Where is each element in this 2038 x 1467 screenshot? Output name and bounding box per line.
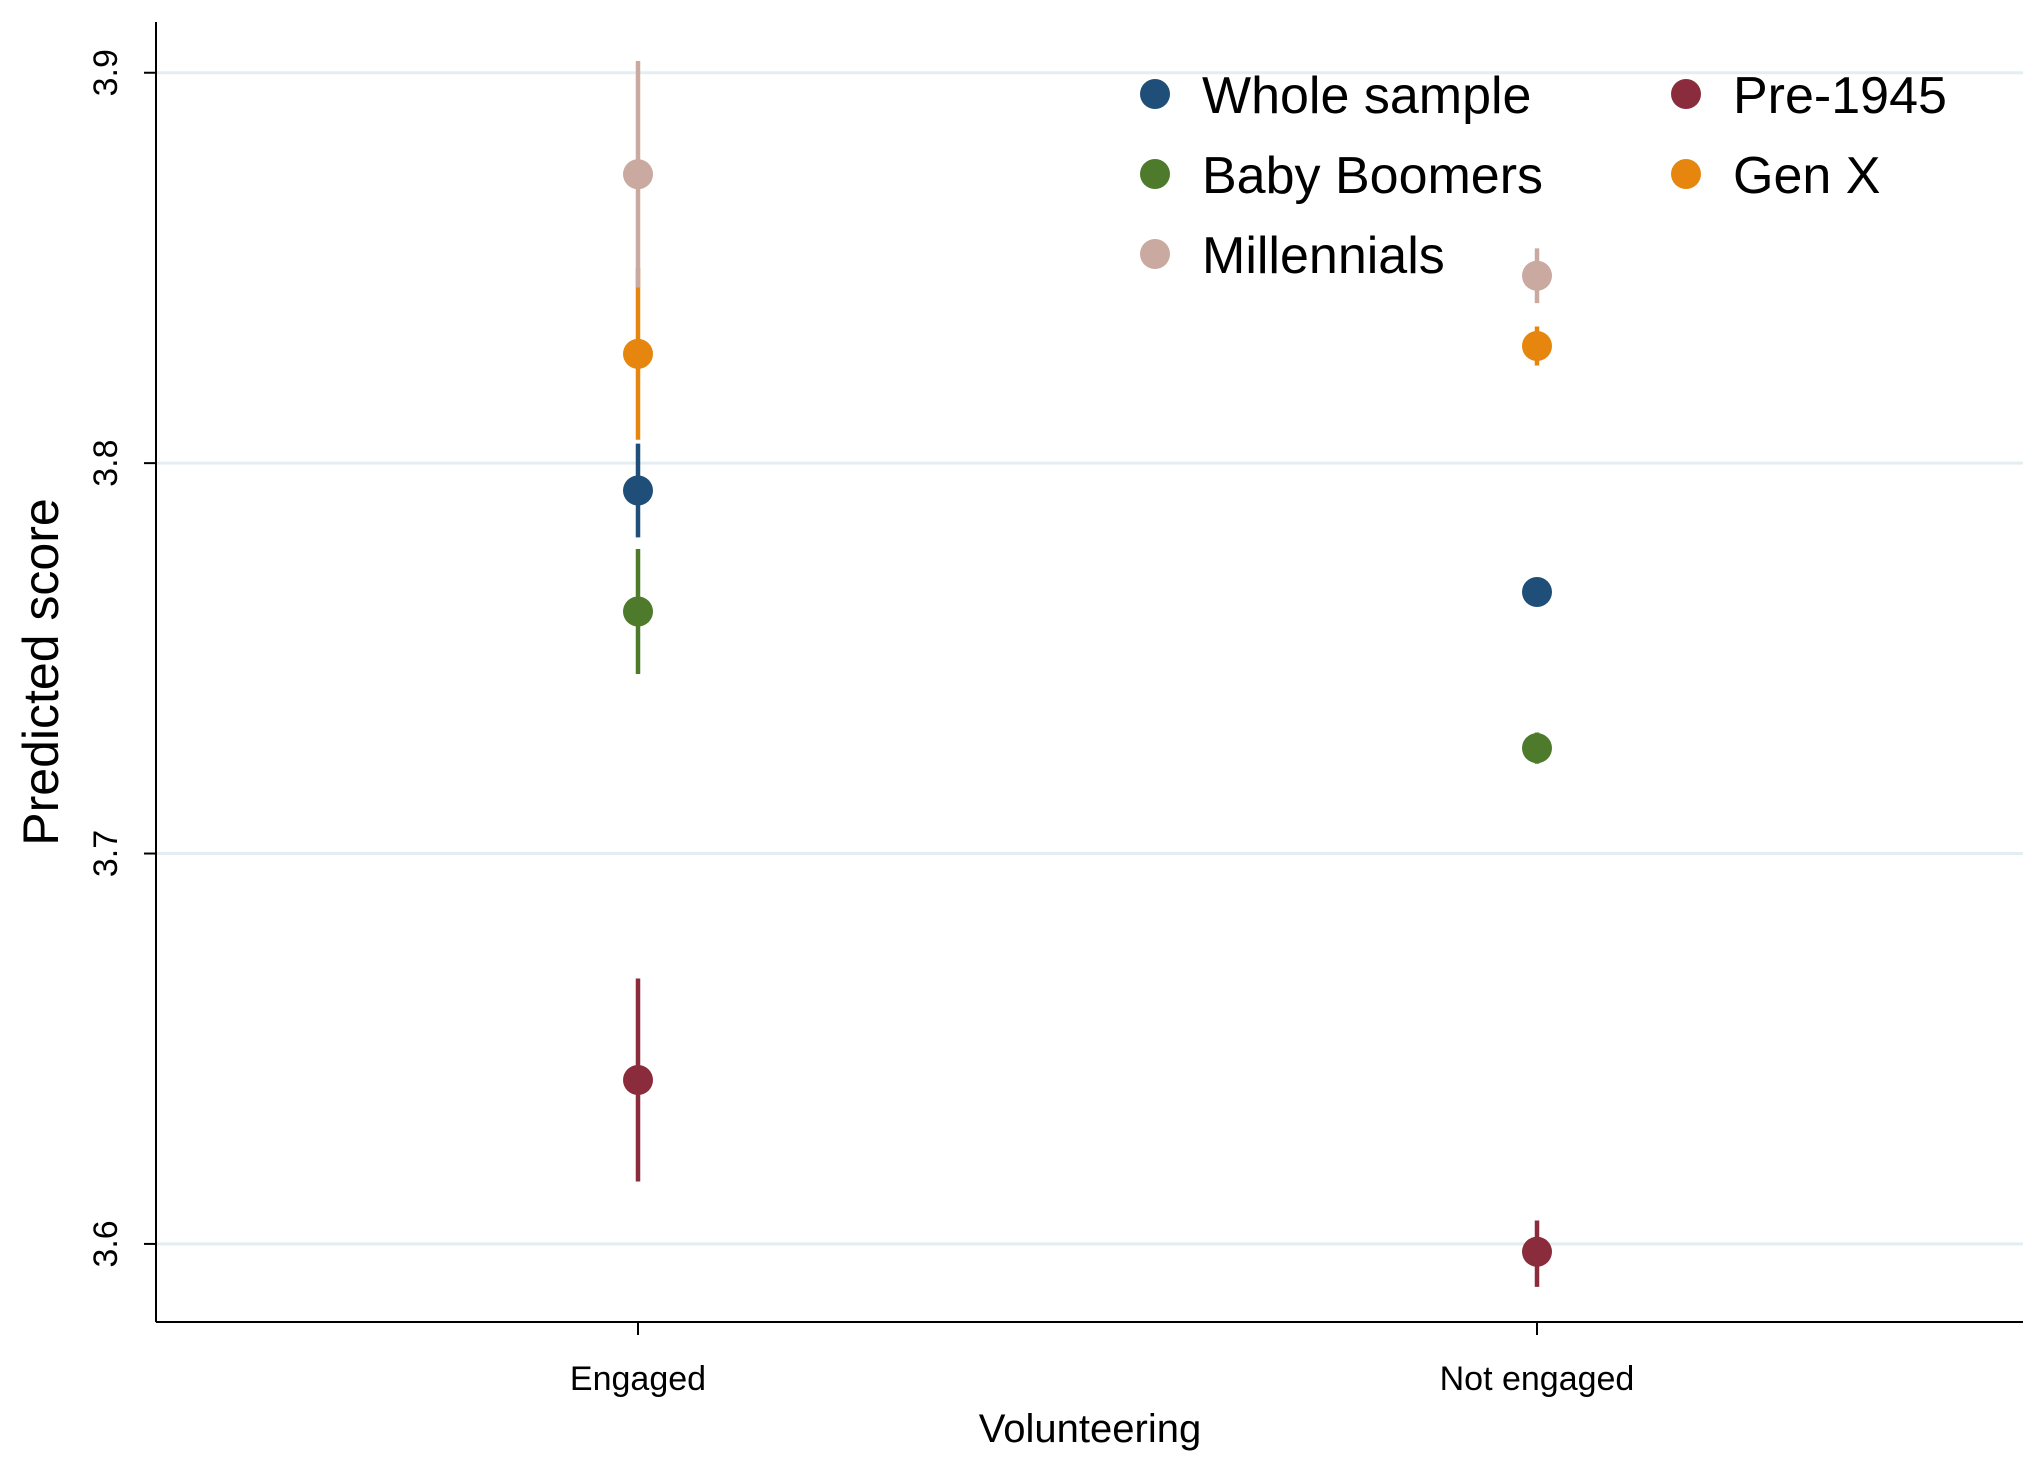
legend-label-millennials: Millennials — [1202, 227, 1445, 285]
gridlines — [156, 71, 2023, 1246]
point-baby-boomers-0 — [623, 596, 653, 627]
legend-marker-pre-1945 — [1671, 79, 1701, 109]
legend-marker-gen-x — [1671, 159, 1701, 189]
point-pre-1945-0 — [623, 1064, 653, 1095]
legend-label-pre-1945: Pre-1945 — [1733, 67, 1947, 125]
point-baby-boomers-1 — [1522, 733, 1552, 764]
point-millennials-1 — [1522, 260, 1552, 291]
legend-label-baby-boomers: Baby Boomers — [1202, 147, 1543, 205]
data-points — [623, 159, 1552, 1267]
legend-marker-whole-sample — [1140, 79, 1170, 109]
y-tick-label-3.6: 3.6 — [87, 1220, 125, 1267]
y-ticks: 3.6 3.7 3.8 3.9 — [87, 49, 156, 1268]
point-pre-1945-1 — [1522, 1236, 1552, 1267]
y-tick-label-3.7: 3.7 — [87, 830, 125, 877]
point-gen-x-0 — [623, 338, 653, 369]
x-tick-label-0: Engaged — [570, 1360, 706, 1398]
legend-label-whole-sample: Whole sample — [1202, 67, 1531, 125]
x-ticks: Engaged Not engaged — [570, 1322, 1634, 1398]
x-axis-title: Volunteering — [979, 1407, 1201, 1451]
legend-label-gen-x: Gen X — [1733, 147, 1880, 205]
point-whole-sample-0 — [623, 475, 653, 506]
point-whole-sample-1 — [1522, 576, 1552, 607]
y-tick-label-3.8: 3.8 — [87, 440, 125, 487]
legend-marker-baby-boomers — [1140, 159, 1170, 189]
x-tick-label-1: Not engaged — [1440, 1360, 1635, 1398]
y-axis-title: Predicted score — [13, 498, 69, 845]
y-tick-label-3.9: 3.9 — [87, 49, 125, 96]
point-gen-x-1 — [1522, 331, 1552, 362]
legend-marker-millennials — [1140, 239, 1170, 269]
legend: Whole sample Pre-1945 Baby Boomers Gen X Mil… — [1140, 67, 1947, 285]
point-millennials-0 — [623, 159, 653, 190]
